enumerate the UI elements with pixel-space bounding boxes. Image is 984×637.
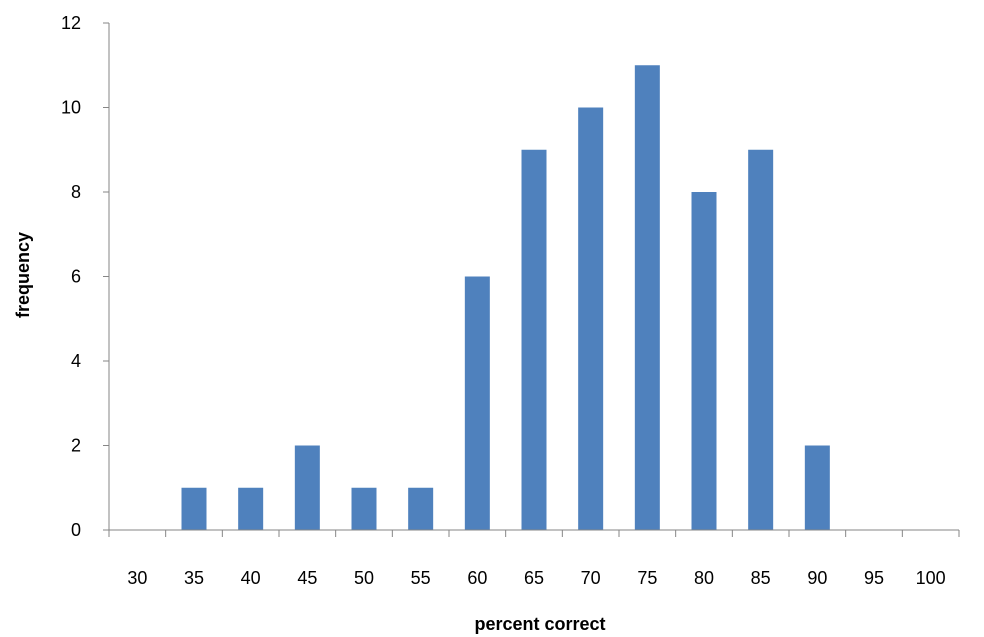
x-tick-label-50: 50 — [354, 568, 374, 588]
y-tick-label-0: 0 — [71, 520, 81, 540]
bar-50 — [351, 487, 377, 530]
y-tick-label-2: 2 — [71, 436, 81, 456]
bar-80 — [691, 192, 717, 530]
bar-85 — [748, 149, 774, 530]
x-tick-label-45: 45 — [297, 568, 317, 588]
bar-40 — [238, 487, 264, 530]
y-axis-title: frequency — [13, 232, 33, 318]
x-tick-label-60: 60 — [467, 568, 487, 588]
x-tick-label-85: 85 — [751, 568, 771, 588]
axes-layer — [103, 22, 960, 537]
y-tick-label-4: 4 — [71, 351, 81, 371]
x-tick-label-35: 35 — [184, 568, 204, 588]
bar-60 — [464, 276, 490, 530]
y-tick-label-6: 6 — [71, 267, 81, 287]
bar-35 — [181, 487, 207, 530]
x-axis-title: percent correct — [474, 614, 605, 634]
bar-55 — [408, 487, 434, 530]
x-tick-label-75: 75 — [637, 568, 657, 588]
x-tick-label-30: 30 — [127, 568, 147, 588]
bar-65 — [521, 149, 547, 530]
bar-70 — [578, 107, 604, 530]
x-tick-label-40: 40 — [241, 568, 261, 588]
labels-layer: 0 2 4 6 8 10 12 30 35 40 45 50 55 60 65 70 75 80 85 90 95 100 — [61, 13, 946, 588]
x-tick-label-65: 65 — [524, 568, 544, 588]
x-tick-label-70: 70 — [581, 568, 601, 588]
x-tick-label-55: 55 — [411, 568, 431, 588]
bar-75 — [634, 65, 660, 530]
y-tick-label-8: 8 — [71, 182, 81, 202]
x-tick-label-90: 90 — [807, 568, 827, 588]
bar-90 — [804, 445, 830, 530]
x-tick-label-95: 95 — [864, 568, 884, 588]
bar-45 — [294, 445, 320, 530]
y-tick-label-12: 12 — [61, 13, 81, 33]
x-tick-label-100: 100 — [916, 568, 946, 588]
y-tick-label-10: 10 — [61, 98, 81, 118]
x-tick-label-80: 80 — [694, 568, 714, 588]
bars-layer — [181, 65, 830, 530]
